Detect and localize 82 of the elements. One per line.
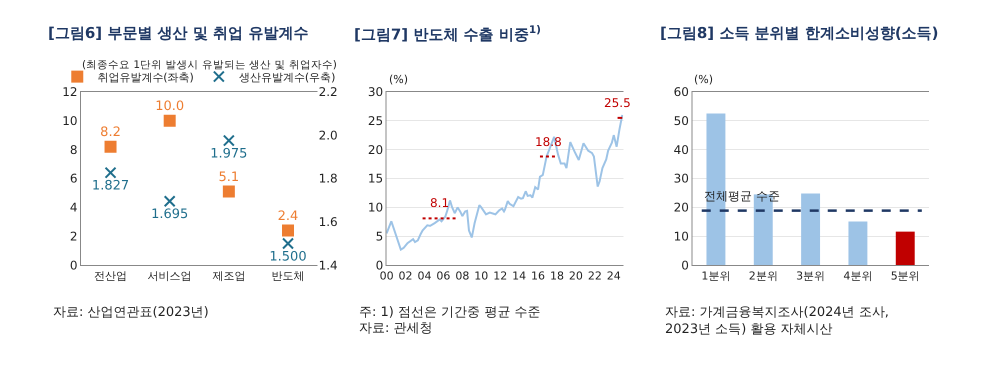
- y-tick-label: 0: [70, 258, 78, 272]
- x-tick-label: 08: [455, 269, 470, 282]
- y2-tick-label: 1.4: [318, 258, 338, 272]
- x-tick-label: 12: [493, 269, 508, 282]
- legend-label: 취업유발계수(좌축): [97, 70, 194, 84]
- y-tick-label: 20: [674, 200, 689, 215]
- x-tick-label: 06: [436, 269, 450, 282]
- y-tick-label: 4: [70, 200, 78, 215]
- y2-tick-label: 2.2: [318, 85, 338, 100]
- point: [222, 185, 235, 198]
- x-tick-label: 16: [531, 269, 546, 282]
- x-tick-label: 04: [417, 269, 432, 282]
- chart-title: [그림6] 부문별 생산 및 취업 유발계수: [48, 24, 308, 42]
- y2-tick-label: 1.6: [318, 215, 338, 230]
- y-tick-label: 12: [62, 85, 78, 100]
- text: 자료: 산업연관표(2023년): [53, 305, 209, 320]
- point: [282, 237, 294, 250]
- ref-line-label: 전체평균 수준: [704, 189, 780, 203]
- point: [222, 134, 235, 147]
- data-label: 1.500: [269, 249, 307, 264]
- bar: [896, 232, 915, 266]
- bar: [801, 194, 820, 266]
- x-tick-label: 14: [512, 269, 526, 282]
- y-tick-label: 15: [368, 172, 384, 186]
- data-label: 8.2: [100, 125, 121, 140]
- y-tick-label: 10: [674, 229, 689, 244]
- y-tick-label: 2: [70, 229, 78, 244]
- data-label: 5.1: [218, 170, 240, 185]
- y2-tick-label: 1.8: [318, 172, 338, 186]
- chart-title: [그림7] 반도체 수출 비중$^{1)}$: [354, 24, 541, 44]
- x-tick-label: 24: [606, 269, 621, 282]
- y-tick-label: 8: [70, 142, 78, 157]
- text: 주: 1) 점선은 기간중 평균 수준: [359, 305, 540, 320]
- x-tick-label: 1분위: [701, 269, 730, 282]
- y-tick-label: 6: [70, 172, 78, 186]
- x-tick-label: 10: [474, 269, 488, 282]
- x-tick-label: 3분위: [796, 269, 826, 282]
- point: [104, 166, 117, 179]
- x-tick-label: 4분위: [843, 269, 872, 282]
- y-tick-label: 10: [368, 200, 384, 215]
- x-tick-label: 20: [568, 269, 583, 282]
- data-label: 1.695: [151, 207, 188, 222]
- point: [164, 195, 176, 208]
- text: 자료: 가계금융복지조사(2024년 조사, 2023년 소득) 활용 자체시산: [665, 305, 889, 337]
- y-tick-label: 50: [674, 114, 689, 128]
- x-tick-label: 2분위: [748, 269, 778, 282]
- x-tick-label: 반도체: [272, 269, 305, 282]
- x-tick-label: 제조업: [212, 269, 246, 282]
- data-label: 1.827: [92, 178, 130, 194]
- y-tick-label: 0: [681, 258, 689, 272]
- x-tick-label: 02: [398, 269, 413, 282]
- x-tick-label: 22: [588, 269, 602, 282]
- legend-label: 생산유발계수(우축): [238, 70, 336, 84]
- annotation: 8.1: [430, 196, 450, 210]
- y-axis-title: (%): [389, 73, 408, 86]
- bar: [848, 222, 868, 266]
- y-axis-title: (%): [694, 73, 714, 86]
- data-label: 10.0: [155, 99, 184, 114]
- y-tick-label: 30: [674, 172, 689, 186]
- y-tick-label: 40: [674, 142, 689, 157]
- x-tick-label: 18: [550, 269, 564, 282]
- y-tick-label: 30: [368, 85, 384, 100]
- data-label: 2.4: [278, 208, 298, 224]
- x-tick-label: 전산업: [94, 269, 128, 282]
- data-label: 1.975: [210, 146, 248, 162]
- y-tick-label: 60: [674, 85, 689, 100]
- y2-tick-label: 2.0: [318, 128, 338, 142]
- point: [282, 224, 294, 236]
- x-tick-label: 5분위: [890, 269, 920, 282]
- text: 자료: 관세청: [359, 321, 433, 336]
- point: [164, 114, 176, 127]
- chart-subtitle: (최종수요 1단위 발생시 유발되는 생산 및 취업자수): [82, 59, 337, 71]
- point: [104, 140, 117, 153]
- y-tick-label: 20: [368, 142, 384, 157]
- annotation: 25.5: [604, 96, 631, 110]
- y-tick-label: 25: [368, 114, 384, 128]
- y-tick-label: 5: [376, 229, 384, 244]
- line-series: [386, 114, 624, 251]
- x-tick-label: 서비스업: [148, 269, 192, 282]
- annotation: 18.8: [535, 135, 562, 149]
- chart-title: [그림8] 소득 분위별 한계소비성향(소득): [660, 24, 939, 42]
- y-tick-label: 10: [62, 114, 78, 128]
